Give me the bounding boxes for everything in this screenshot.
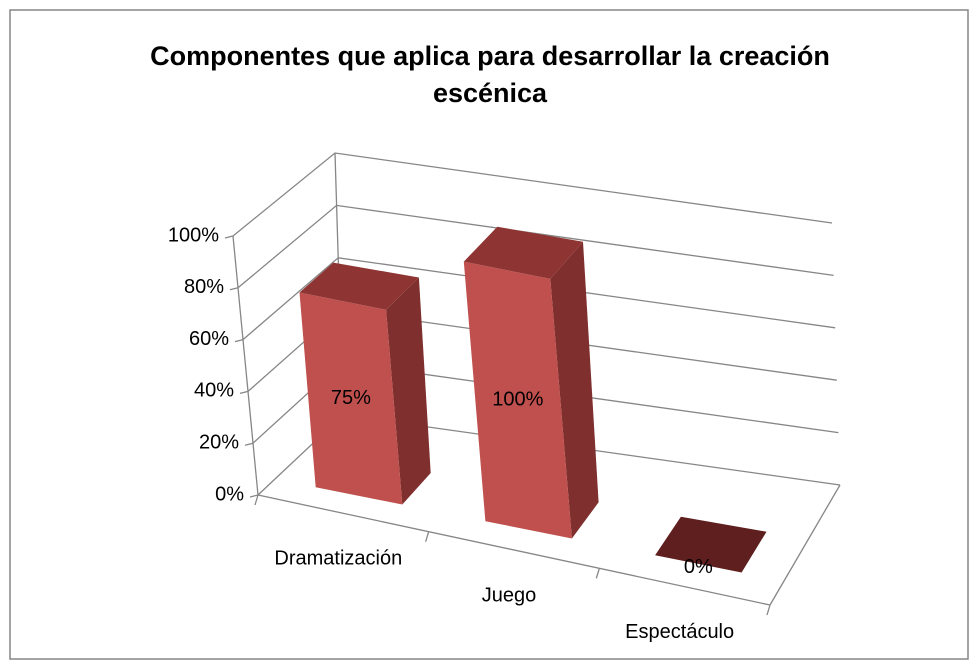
bar-side — [386, 277, 431, 505]
data-label: 100% — [492, 388, 543, 410]
axis-line — [257, 494, 771, 606]
bar-side — [550, 241, 599, 539]
y-tick-label: 0% — [215, 483, 244, 505]
x-tick — [425, 531, 430, 542]
axis-line — [769, 484, 841, 606]
y-tick-label: 60% — [189, 328, 229, 350]
x-tick-label: Espectáculo — [625, 621, 734, 643]
y-tick — [224, 235, 234, 239]
x-tick — [254, 494, 259, 506]
bar-top — [299, 262, 419, 310]
chart-title: Componentes que aplica para desarrollar … — [150, 41, 830, 108]
bar-front — [463, 261, 572, 539]
y-tick-label: 100% — [168, 224, 219, 246]
grid-line — [242, 257, 836, 341]
y-tick — [249, 494, 259, 498]
data-label: 75% — [331, 387, 371, 409]
axis-line — [232, 235, 259, 496]
grid-line — [232, 152, 833, 237]
bar-front — [299, 292, 403, 505]
grid-line — [237, 204, 834, 289]
y-tick — [239, 390, 249, 395]
y-tick-label: 20% — [199, 431, 239, 453]
y-tick-label: 40% — [194, 380, 234, 402]
y-tick — [244, 442, 254, 446]
y-tick-label: 80% — [184, 276, 224, 298]
x-tick-label: Dramatización — [274, 548, 402, 570]
x-tick — [595, 568, 600, 579]
y-tick — [234, 338, 244, 343]
bar-top — [655, 516, 767, 573]
bar-top — [463, 226, 583, 279]
x-tick-label: Juego — [482, 584, 537, 606]
x-tick — [766, 604, 771, 616]
y-tick — [229, 287, 239, 291]
data-label: 0% — [684, 556, 713, 578]
